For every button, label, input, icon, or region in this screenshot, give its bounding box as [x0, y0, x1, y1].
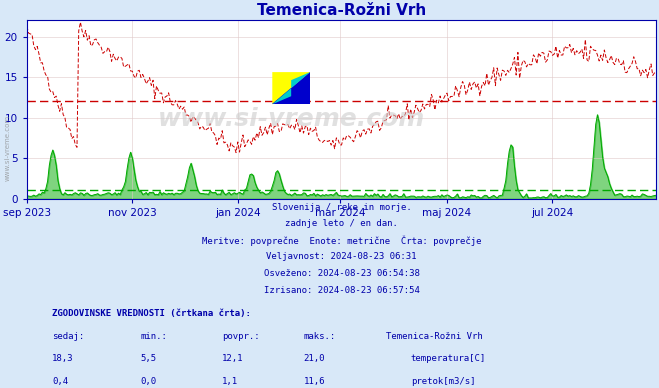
Text: pretok[m3/s]: pretok[m3/s]	[411, 378, 475, 386]
Text: Slovenija / reke in morje.: Slovenija / reke in morje.	[272, 203, 411, 212]
Text: www.si-vreme.com: www.si-vreme.com	[158, 107, 425, 130]
Text: 18,3: 18,3	[52, 355, 74, 364]
Text: Temenica-Rožni Vrh: Temenica-Rožni Vrh	[386, 331, 482, 341]
Text: Izrisano: 2024-08-23 06:57:54: Izrisano: 2024-08-23 06:57:54	[264, 286, 420, 294]
Polygon shape	[272, 72, 310, 104]
Text: Meritve: povprečne  Enote: metrične  Črta: povprečje: Meritve: povprečne Enote: metrične Črta:…	[202, 236, 481, 246]
Text: min.:: min.:	[140, 331, 167, 341]
Text: www.si-vreme.com: www.si-vreme.com	[5, 114, 11, 180]
Text: 12,1: 12,1	[222, 355, 243, 364]
Text: sedaj:: sedaj:	[52, 331, 84, 341]
Text: Veljavnost: 2024-08-23 06:31: Veljavnost: 2024-08-23 06:31	[266, 253, 416, 262]
Text: ZGODOVINSKE VREDNOSTI (črtkana črta):: ZGODOVINSKE VREDNOSTI (črtkana črta):	[52, 308, 251, 317]
Text: zadnje leto / en dan.: zadnje leto / en dan.	[285, 219, 398, 228]
Text: 11,6: 11,6	[304, 378, 326, 386]
Text: Osveženo: 2024-08-23 06:54:38: Osveženo: 2024-08-23 06:54:38	[264, 269, 420, 278]
Title: Temenica-Rožni Vrh: Temenica-Rožni Vrh	[257, 3, 426, 18]
Bar	[385, 342, 407, 360]
Text: temperatura[C]: temperatura[C]	[411, 355, 486, 364]
Polygon shape	[272, 72, 310, 104]
Bar	[385, 365, 407, 383]
Text: 0,4: 0,4	[52, 378, 68, 386]
Text: 0,0: 0,0	[140, 378, 156, 386]
Text: 21,0: 21,0	[304, 355, 326, 364]
Text: 5,5: 5,5	[140, 355, 156, 364]
Text: 1,1: 1,1	[222, 378, 238, 386]
Text: povpr.:: povpr.:	[222, 331, 260, 341]
Text: maks.:: maks.:	[304, 331, 336, 341]
Polygon shape	[272, 72, 310, 104]
